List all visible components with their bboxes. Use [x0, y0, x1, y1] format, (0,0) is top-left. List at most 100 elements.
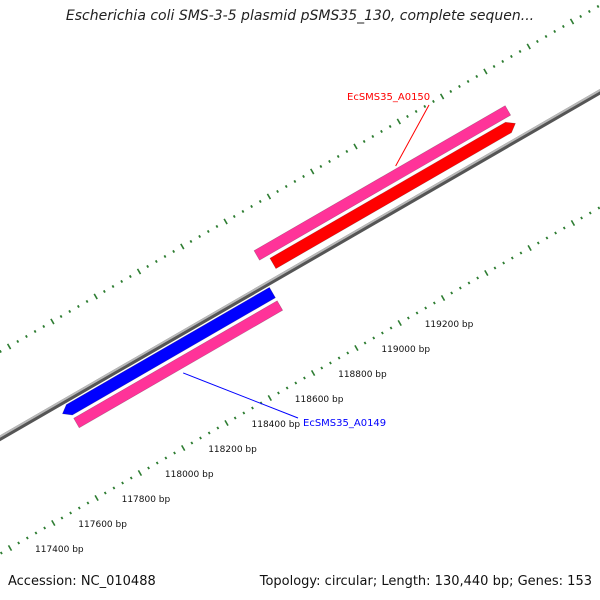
minor-tick [129, 476, 133, 480]
minor-tick [406, 316, 410, 320]
minor-tick [77, 506, 81, 510]
gene-label-layer: EcSMS35_A0149 EcSMS35_A0150 [182, 92, 430, 429]
minor-tick [380, 129, 383, 133]
minor-tick [319, 164, 323, 168]
minor-tick [415, 311, 419, 315]
minor-tick [587, 9, 591, 13]
minor-tick [147, 466, 150, 470]
major-tick [7, 545, 13, 551]
major-tick [51, 520, 56, 526]
gene-label-EcSMS35_A0150: EcSMS35_A0150 [347, 92, 430, 103]
major-tick [439, 93, 445, 100]
tick-label: 117400 bp [35, 545, 84, 555]
major-tick [570, 220, 576, 226]
minor-tick [510, 256, 514, 260]
major-tick [397, 320, 402, 326]
minor-tick [597, 206, 600, 210]
minor-tick [0, 551, 3, 555]
minor-tick [476, 276, 480, 280]
minor-tick [34, 531, 38, 535]
minor-tick [389, 326, 393, 330]
major-tick [223, 218, 228, 225]
major-tick [137, 470, 143, 476]
minor-tick [336, 154, 340, 158]
minor-tick [0, 349, 2, 353]
minor-tick [128, 274, 132, 278]
minor-tick [172, 249, 176, 253]
map-title: Escherichia coli SMS-3-5 plasmid pSMS35_… [65, 8, 535, 24]
minor-tick [233, 416, 237, 420]
minor-tick [432, 301, 436, 305]
minor-tick [42, 324, 46, 328]
minor-tick [155, 461, 159, 465]
minor-tick [432, 99, 435, 103]
minor-tick [102, 289, 106, 293]
minor-tick [380, 331, 384, 335]
minor-tick [111, 284, 115, 288]
minor-tick [294, 381, 298, 385]
minor-tick [241, 209, 245, 213]
minor-tick [501, 59, 505, 63]
gene-EcSMS35_A0150 [253, 105, 512, 261]
minor-tick [414, 109, 418, 113]
minor-tick [76, 304, 80, 308]
minor-tick [164, 456, 168, 460]
minor-tick [207, 431, 211, 435]
gene-label-leader [395, 104, 430, 167]
minor-tick [303, 376, 306, 380]
minor-tick [596, 4, 600, 8]
minor-tick [519, 251, 523, 255]
minor-tick [518, 49, 522, 53]
minor-tick [458, 286, 462, 290]
minor-tick [302, 174, 305, 178]
accession-text: Accession: NC_010488 [8, 574, 156, 589]
tick-label: 118000 bp [165, 470, 214, 480]
major-tick [396, 118, 402, 125]
minor-tick [492, 64, 496, 68]
tick-label: 117600 bp [78, 520, 127, 530]
major-tick [569, 18, 575, 25]
gene-label-leader [182, 372, 299, 419]
minor-tick [475, 74, 479, 78]
tick-label: 117800 bp [122, 495, 171, 505]
minor-tick [16, 339, 20, 343]
minor-tick [69, 511, 73, 515]
minor-tick [553, 29, 557, 33]
major-tick [181, 445, 186, 451]
forward-cds-EcSMS35_A0150 [269, 121, 516, 270]
backbone-shadow [0, 89, 600, 442]
minor-tick [163, 254, 167, 258]
minor-tick [580, 216, 583, 220]
minor-tick [17, 541, 21, 545]
major-tick [526, 43, 531, 50]
minor-tick [406, 114, 409, 118]
major-tick [180, 243, 185, 250]
minor-tick [509, 54, 513, 58]
major-tick [353, 143, 358, 150]
tick-label: 118600 bp [295, 395, 344, 405]
minor-tick [467, 281, 471, 285]
minor-tick [561, 24, 565, 28]
gene-label-EcSMS35_A0149: EcSMS35_A0149 [303, 418, 386, 429]
major-tick [6, 343, 12, 350]
minor-tick [493, 266, 497, 270]
minor-tick [242, 411, 246, 415]
minor-tick [189, 239, 193, 243]
minor-tick [458, 84, 461, 88]
major-tick [440, 295, 446, 301]
major-tick [310, 370, 316, 376]
minor-tick [103, 491, 107, 495]
major-tick [224, 420, 229, 426]
minor-tick [328, 159, 331, 163]
minor-tick [362, 139, 366, 143]
minor-tick [544, 34, 548, 38]
minor-tick [173, 451, 176, 455]
minor-tick [545, 236, 549, 240]
minor-tick [251, 406, 254, 410]
minor-tick [146, 264, 150, 268]
plasmid-backbone [0, 89, 600, 438]
minor-tick [345, 149, 349, 153]
minor-tick [258, 199, 262, 203]
outer-tick-track [0, 4, 600, 353]
